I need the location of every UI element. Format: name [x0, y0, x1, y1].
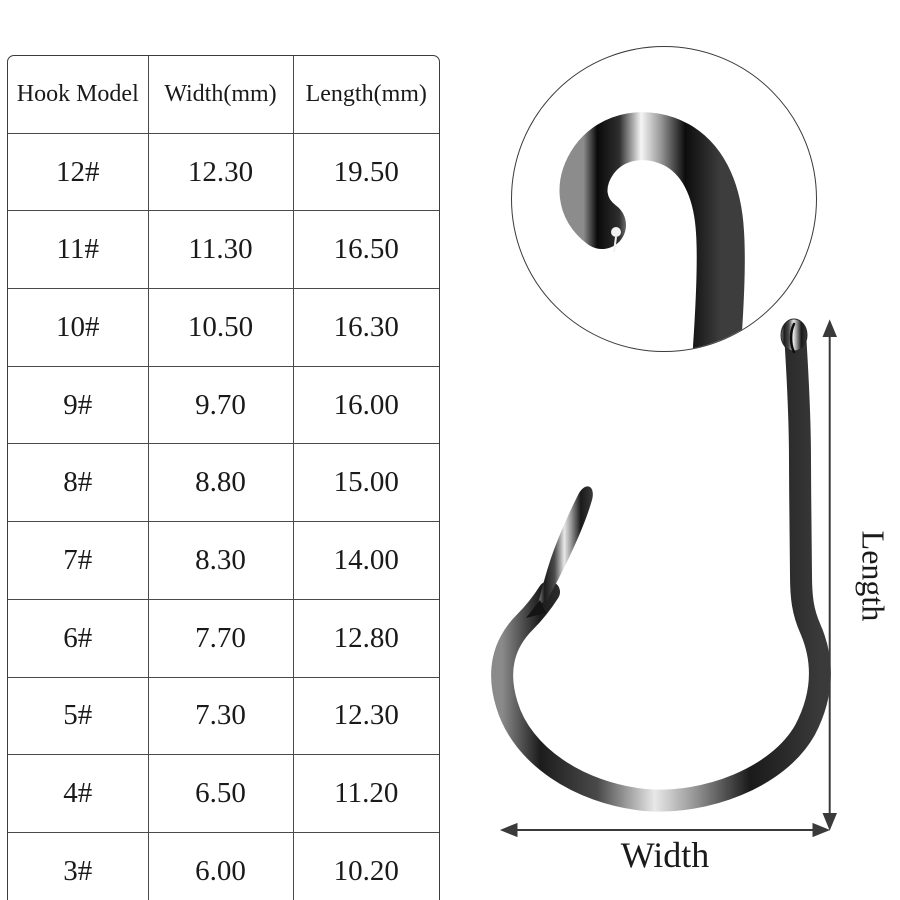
svg-text:Width: Width — [621, 835, 710, 875]
svg-text:Length: Length — [856, 531, 892, 622]
